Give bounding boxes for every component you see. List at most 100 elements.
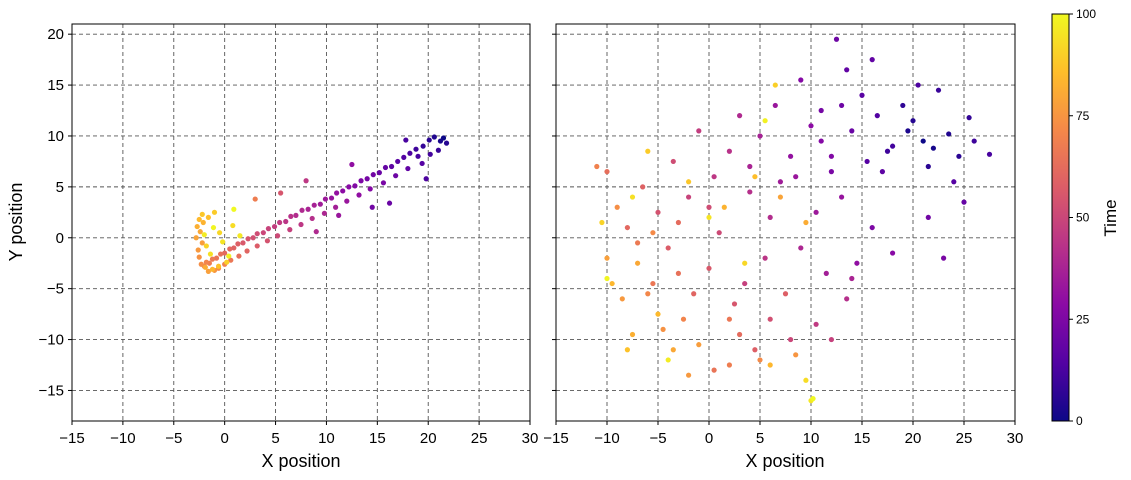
colorbar-label: Time xyxy=(1101,199,1120,236)
right-data-point xyxy=(772,82,778,88)
right-data-point xyxy=(629,194,636,200)
right-data-point xyxy=(810,396,816,402)
right-data-point xyxy=(665,245,671,251)
right-data-point xyxy=(890,143,896,149)
right-data-point xyxy=(762,255,768,261)
left-data-point xyxy=(203,259,209,265)
left-y-tick-label: 5 xyxy=(56,179,64,196)
right-data-point xyxy=(900,102,906,109)
left-data-point xyxy=(209,256,216,262)
right-data-point xyxy=(691,291,697,297)
left-x-tick-label: 30 xyxy=(522,430,539,447)
right-data-point xyxy=(594,163,600,170)
right-data-point xyxy=(711,367,717,373)
left-data-point xyxy=(252,196,258,202)
left-data-point xyxy=(420,143,426,149)
right-x-tick-label: 10 xyxy=(803,430,820,447)
left-data-point xyxy=(309,215,315,222)
left-data-point xyxy=(254,243,260,249)
left-x-tick-label: −15 xyxy=(59,430,84,447)
right-data-point xyxy=(803,219,809,226)
left-data-point xyxy=(271,223,278,230)
left-data-point xyxy=(226,253,232,259)
left-data-point xyxy=(215,263,222,269)
right-data-point xyxy=(599,219,605,226)
left-data-point xyxy=(369,204,375,210)
left-data-point xyxy=(202,264,208,270)
right-x-tick-label: 25 xyxy=(956,430,973,447)
right-data-point xyxy=(619,296,625,302)
right-data-point xyxy=(925,163,931,170)
right-data-point xyxy=(823,270,829,276)
right-data-point xyxy=(742,260,748,266)
left-data-point xyxy=(367,186,373,192)
left-data-point xyxy=(205,268,211,274)
left-data-point xyxy=(437,138,444,144)
right-data-point xyxy=(747,189,753,195)
right-data-point xyxy=(726,362,733,368)
right-data-point xyxy=(874,113,880,119)
left-data-point xyxy=(317,201,323,207)
left-data-point xyxy=(236,253,242,259)
left-data-point xyxy=(216,230,223,236)
left-data-point xyxy=(401,154,407,160)
right-data-point xyxy=(609,280,615,287)
left-data-point xyxy=(435,147,441,153)
left-y-tick-label: 10 xyxy=(47,128,64,145)
right-data-point xyxy=(986,151,993,157)
right-x-tick-label: 0 xyxy=(705,430,713,447)
left-data-point xyxy=(264,238,271,244)
left-data-point xyxy=(250,235,256,241)
left-data-point xyxy=(277,219,283,226)
left-data-point xyxy=(356,192,362,198)
right-data-point xyxy=(828,336,835,343)
right-data-point xyxy=(660,326,666,332)
right-data-point xyxy=(905,128,911,134)
left-data-point xyxy=(228,257,234,263)
right-data-point xyxy=(951,179,957,185)
left-data-point xyxy=(407,150,413,156)
right-data-point xyxy=(828,169,835,175)
right-data-point xyxy=(706,214,712,221)
left-data-point xyxy=(207,251,214,257)
right-data-point xyxy=(849,275,855,282)
left-data-point xyxy=(222,250,228,256)
left-data-point xyxy=(220,239,226,245)
left-data-point xyxy=(328,195,335,201)
right-data-point xyxy=(737,331,743,338)
right-data-point xyxy=(670,158,676,165)
left-y-tick-label: −15 xyxy=(39,382,64,399)
right-data-point xyxy=(839,102,845,109)
left-data-point xyxy=(311,202,317,208)
colorbar-tick-label: 50 xyxy=(1076,211,1090,225)
left-x-axis-label: X position xyxy=(261,451,340,471)
left-data-point xyxy=(198,261,204,267)
right-data-point xyxy=(879,169,886,175)
left-data-point xyxy=(382,164,389,171)
left-data-point xyxy=(197,229,203,235)
right-data-point xyxy=(935,87,942,93)
right-data-point xyxy=(956,153,962,159)
left-data-point xyxy=(244,248,250,254)
left-data-point xyxy=(254,231,260,237)
right-data-point xyxy=(650,230,656,236)
right-data-point xyxy=(655,311,661,317)
right-data-point xyxy=(844,67,850,73)
right-data-point xyxy=(793,174,799,180)
left-x-tick-label: 5 xyxy=(271,430,279,447)
right-data-point xyxy=(818,107,824,114)
left-data-point xyxy=(376,170,382,176)
right-x-tick-label: 5 xyxy=(756,430,764,447)
right-data-point xyxy=(869,57,875,63)
left-data-point xyxy=(278,190,284,196)
left-data-point xyxy=(322,196,329,202)
left-grid xyxy=(72,24,530,421)
left-data-point xyxy=(336,212,342,218)
right-data-point xyxy=(604,169,610,175)
right-x-tick-label: −15 xyxy=(543,430,568,447)
right-data-point xyxy=(696,342,702,348)
left-data-point xyxy=(413,146,419,152)
right-data-point xyxy=(869,224,875,231)
colorbar: 0 25 50 75 100 xyxy=(1051,7,1096,428)
